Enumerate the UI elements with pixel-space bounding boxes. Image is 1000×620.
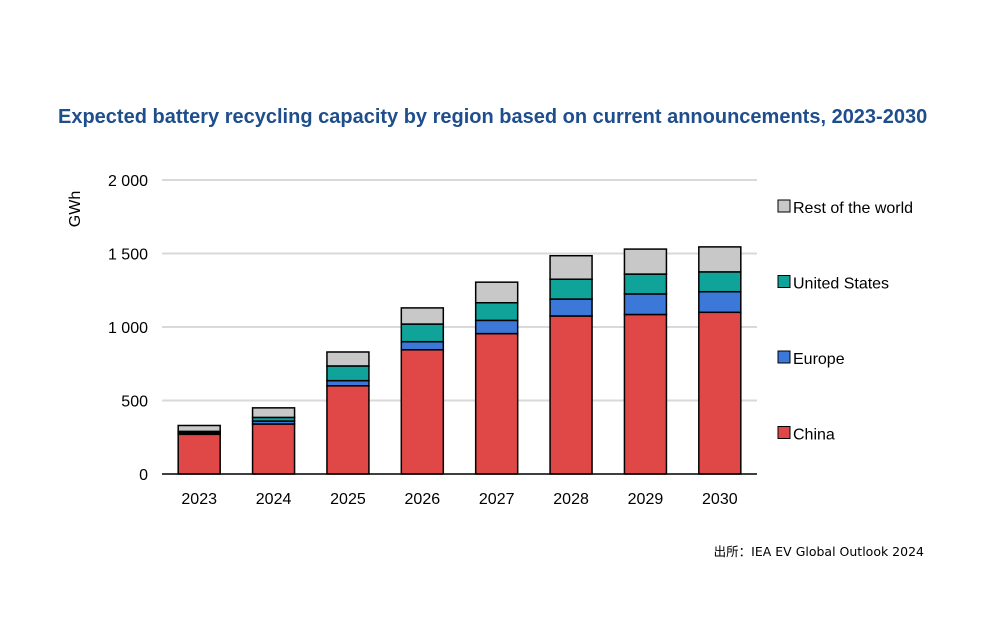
bar-segment-china-2023	[177, 433, 221, 475]
x-tick-label: 2026	[405, 491, 441, 508]
legend-label: Rest of the world	[793, 200, 913, 217]
legend-swatch-rest-of-the-world	[777, 199, 791, 213]
bar-segment-rest-of-the-world-2026	[400, 307, 445, 325]
bar-segment-rest-of-the-world-2028	[549, 254, 593, 280]
bar-segment-united-states-2028	[549, 278, 593, 300]
bar-segment-china-2028	[549, 315, 593, 475]
y-tick-label: 1 500	[108, 247, 148, 264]
y-tick-label: 500	[121, 394, 148, 411]
bar-segment-europe-2027	[474, 319, 519, 335]
x-tick-label: 2025	[330, 491, 366, 508]
x-tick-label: 2023	[181, 491, 217, 508]
y-tick-label: 1 000	[108, 320, 148, 337]
x-tick-label: 2027	[479, 491, 515, 508]
bar-segment-europe-2030	[698, 290, 742, 314]
bar-segment-united-states-2025	[326, 365, 370, 382]
x-tick-label: 2024	[256, 491, 292, 508]
bar-segment-europe-2028	[549, 298, 593, 317]
bar-segment-rest-of-the-world-2025	[326, 351, 370, 367]
bar-segment-united-states-2027	[474, 301, 519, 322]
bar-segment-rest-of-the-world-2023	[177, 424, 221, 433]
bar-segment-europe-2029	[623, 293, 668, 316]
legend-swatch-europe	[777, 350, 791, 364]
legend-label: United States	[793, 276, 889, 293]
bar-segment-rest-of-the-world-2030	[698, 246, 742, 273]
x-tick-label: 2030	[702, 491, 738, 508]
y-tick-label: 0	[139, 467, 148, 484]
bar-segment-rest-of-the-world-2024	[251, 407, 296, 419]
bar-segment-china-2024	[251, 423, 296, 475]
bar-segment-rest-of-the-world-2029	[623, 248, 668, 275]
legend-swatch-united-states	[777, 275, 791, 288]
bar-segment-united-states-2026	[400, 323, 445, 343]
legend-label: Europe	[793, 351, 845, 368]
bar-segment-united-states-2029	[623, 273, 668, 295]
legend-label: China	[793, 427, 835, 444]
bar-segment-china-2026	[400, 349, 445, 475]
bar-segment-china-2025	[326, 385, 370, 475]
bar-segment-europe-2025	[326, 379, 370, 387]
bar-segment-europe-2026	[400, 340, 445, 351]
y-axis-label: GWh	[67, 191, 84, 227]
x-tick-label: 2028	[553, 491, 589, 508]
x-tick-label: 2029	[628, 491, 664, 508]
bar-segment-china-2029	[623, 313, 668, 475]
chart-title: Expected battery recycling capacity by r…	[58, 106, 928, 128]
bar-segment-united-states-2030	[698, 271, 742, 293]
bar-segment-china-2030	[698, 311, 742, 475]
legend-swatch-china	[777, 426, 791, 439]
y-tick-label: 2 000	[108, 173, 148, 190]
source-note: 出所：IEA EV Global Outlook 2024	[713, 544, 924, 559]
bar-segment-rest-of-the-world-2027	[474, 281, 519, 304]
bar-segment-china-2027	[474, 332, 519, 475]
